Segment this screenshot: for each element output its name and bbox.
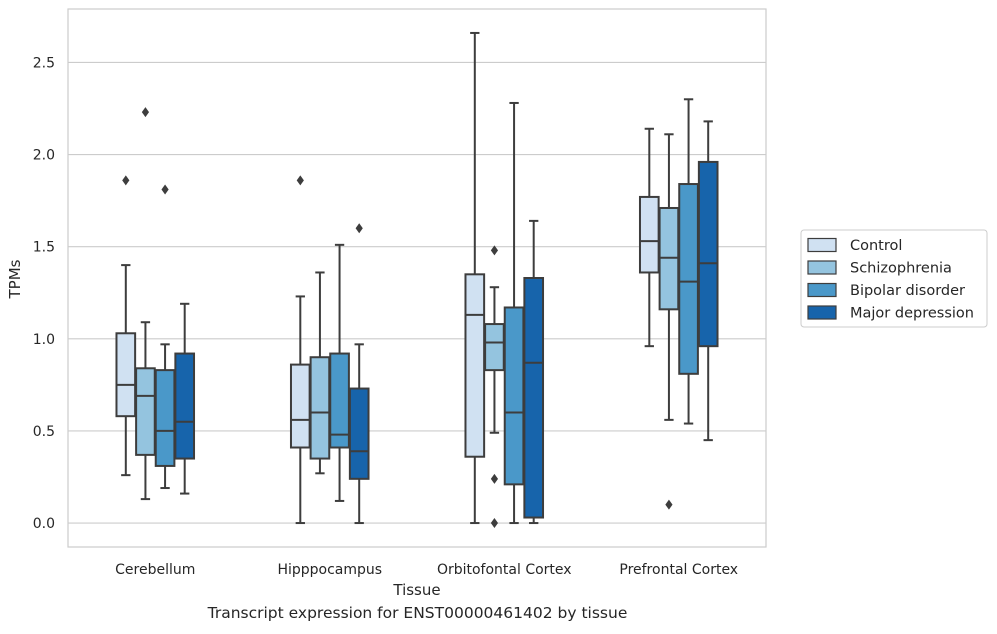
box-body — [503, 306, 525, 486]
box — [523, 219, 545, 525]
box-body — [154, 369, 176, 467]
box — [348, 223, 370, 525]
legend-label: Schizophrenia — [850, 261, 952, 277]
box-body — [348, 387, 370, 480]
y-tick-label: 0.0 — [33, 516, 55, 532]
box-body — [697, 160, 719, 348]
x-tick-label: Hipppocampus — [277, 562, 382, 578]
outlier-point — [355, 223, 363, 234]
outlier-point — [490, 245, 499, 256]
y-tick-label: 2.0 — [33, 148, 55, 164]
box-body — [484, 323, 505, 372]
outlier-point — [490, 473, 499, 484]
x-tick-label: Orbitofontal Cortex — [437, 562, 572, 578]
box-body — [638, 195, 660, 274]
outlier-point — [665, 499, 673, 510]
box — [464, 31, 486, 525]
y-tick-label: 1.0 — [33, 332, 55, 348]
outlier-point — [122, 175, 130, 186]
y-axis-label: TPMs — [6, 259, 24, 299]
box — [678, 98, 699, 425]
y-tick-label: 0.5 — [33, 424, 55, 440]
box-body — [329, 352, 350, 449]
box-body — [523, 277, 545, 519]
legend-swatch — [807, 305, 837, 320]
outlier-point — [490, 518, 499, 529]
box-series — [115, 31, 719, 529]
box — [174, 302, 196, 495]
legend-label: Bipolar disorder — [850, 283, 965, 299]
box-body — [678, 183, 699, 375]
box-body — [115, 332, 137, 418]
y-tick-label: 1.5 — [33, 240, 55, 256]
box-body — [174, 352, 196, 460]
box-body — [135, 367, 156, 456]
x-tick-label: Prefrontal Cortex — [619, 562, 738, 578]
x-axis-label: Tissue — [392, 581, 440, 599]
legend-frame — [800, 229, 988, 328]
legend-swatch — [807, 260, 837, 275]
legend: Control Schizophrenia Bipolar disorder Majo… — [800, 229, 988, 328]
outlier-point — [141, 107, 150, 118]
y-tick-labels: 0.0 0.5 1.0 1.5 2.0 2.5 — [33, 55, 55, 532]
series-bipolar-disorder — [154, 98, 699, 525]
box-body — [464, 273, 486, 458]
legend-label: Control — [850, 238, 902, 254]
box — [638, 127, 660, 348]
x-tick-labels: Cerebellum Hipppocampus Orbitofontal Corte… — [115, 562, 738, 578]
box-body — [289, 363, 311, 449]
box — [697, 120, 719, 442]
box — [503, 101, 525, 525]
outlier-point — [296, 175, 304, 186]
legend-label: Major depression — [850, 306, 974, 322]
series-control — [115, 31, 660, 525]
y-tick-label: 2.5 — [33, 55, 55, 71]
legend-swatch — [807, 282, 837, 298]
series-major-depression — [174, 120, 719, 525]
x-tick-label: Cerebellum — [115, 562, 195, 578]
legend-swatch — [807, 237, 837, 253]
figure-caption: Transcript expression for ENST0000046140… — [207, 604, 628, 622]
box-body — [309, 356, 331, 460]
outlier-point — [161, 184, 169, 195]
